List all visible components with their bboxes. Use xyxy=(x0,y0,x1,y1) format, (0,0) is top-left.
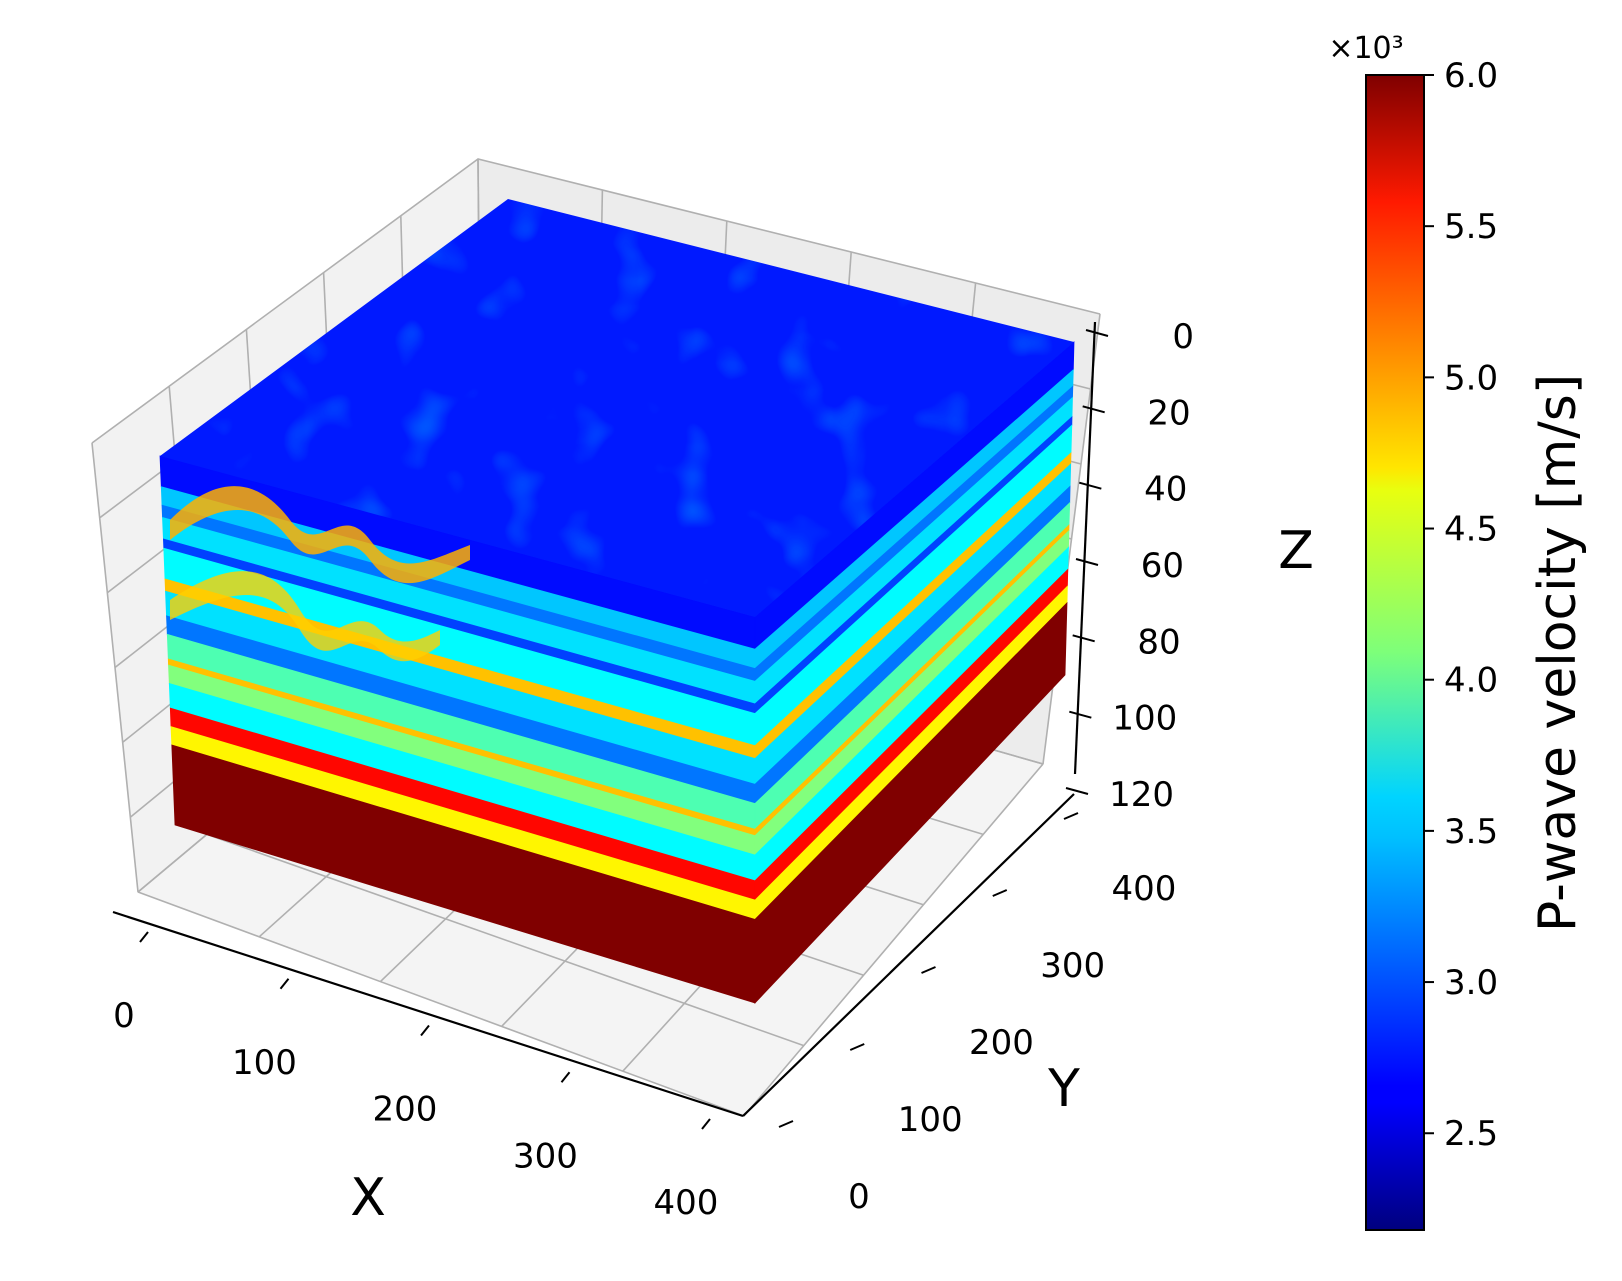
z-tick xyxy=(1075,558,1099,566)
colorbar-multiplier: ×10³ xyxy=(1328,31,1403,66)
x-tick-label: 0 xyxy=(113,996,135,1036)
colorbar-tick-label: 4.5 xyxy=(1444,510,1498,550)
axis-lines xyxy=(112,321,1097,1118)
z-tick-label: 40 xyxy=(1144,470,1187,510)
z-tick xyxy=(1079,481,1102,490)
colorbar-ticks: 2.5 3.0 3.5 4.0 4.5 5.0 5.5 6.0 xyxy=(1424,56,1498,1154)
z-tick-label: 120 xyxy=(1109,775,1174,815)
x-tick-label: 100 xyxy=(232,1043,297,1083)
z-tick-label: 20 xyxy=(1147,393,1190,433)
x-tick xyxy=(420,1024,430,1037)
y-axis-line xyxy=(742,793,1075,1117)
colorbar-tick-label: 3.0 xyxy=(1444,963,1498,1003)
z-tick-label: 100 xyxy=(1112,699,1177,739)
y-tick xyxy=(849,1043,865,1051)
x-axis-title: X xyxy=(350,1168,386,1228)
y-tick xyxy=(778,1120,794,1128)
y-tick-label: 200 xyxy=(969,1023,1034,1063)
z-tick xyxy=(1082,405,1105,414)
z-axis-title: Z xyxy=(1278,521,1314,581)
colorbar: 2.5 3.0 3.5 4.0 4.5 5.0 5.5 6.0 ×10³ P-wave vel… xyxy=(1328,31,1588,1231)
z-tick-label: 0 xyxy=(1172,317,1194,357)
x-tick xyxy=(279,978,290,990)
colorbar-title: P-wave velocity [m/s] xyxy=(1528,374,1588,932)
x-tick-label: 200 xyxy=(373,1090,438,1130)
colorbar-gradient xyxy=(1365,74,1425,1231)
z-tick xyxy=(1085,329,1109,337)
y-tick-label: 400 xyxy=(1112,869,1177,909)
y-axis-title: Y xyxy=(1047,1059,1080,1119)
y-tick xyxy=(992,889,1008,897)
colorbar-tick-label: 5.0 xyxy=(1444,358,1498,398)
z-tick-label: 60 xyxy=(1141,546,1184,586)
colorbar-tick-label: 4.0 xyxy=(1444,661,1498,701)
colorbar-tick-label: 5.5 xyxy=(1444,207,1498,247)
y-tick-label: 0 xyxy=(848,1177,870,1217)
y-tick-label: 100 xyxy=(898,1100,963,1140)
y-tick xyxy=(921,966,936,974)
floor-grid-line xyxy=(206,833,805,1047)
colorbar-tick-label: 3.5 xyxy=(1444,812,1498,852)
x-tick xyxy=(139,931,149,943)
z-tick xyxy=(1072,634,1095,643)
wall-grid-line xyxy=(91,158,1101,444)
x-tick xyxy=(560,1071,571,1083)
y-tick xyxy=(1063,812,1079,820)
y-tick-label: 300 xyxy=(1040,946,1105,986)
x-tick xyxy=(701,1118,711,1130)
colorbar-tick-label: 2.5 xyxy=(1444,1114,1498,1154)
folded-layer-band xyxy=(170,486,470,584)
z-tick-label: 80 xyxy=(1137,622,1180,662)
z-tick xyxy=(1065,787,1089,795)
x-tick-label: 300 xyxy=(513,1136,578,1176)
folded-layer-band xyxy=(170,571,440,662)
x-tick-label: 400 xyxy=(654,1183,719,1223)
z-axis-line xyxy=(1073,321,1097,775)
velocity-volume xyxy=(159,199,1075,1005)
floor-grid-line xyxy=(137,891,745,1117)
floor-grid-line xyxy=(743,763,1044,1117)
side-face-layer xyxy=(754,601,1068,1005)
x-axis-line xyxy=(112,910,744,1118)
z-tick xyxy=(1069,710,1092,719)
colorbar-tick-label: 6.0 xyxy=(1444,56,1498,96)
